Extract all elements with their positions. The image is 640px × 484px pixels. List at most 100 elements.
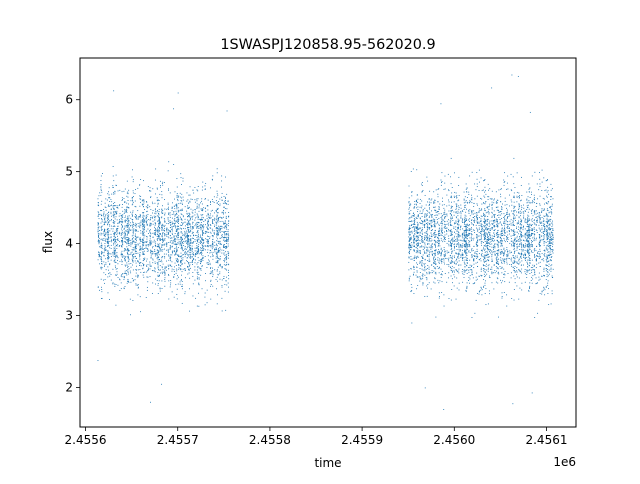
data-point (121, 200, 123, 201)
data-point (173, 235, 175, 237)
data-point (457, 257, 459, 259)
data-point (178, 215, 180, 217)
data-point (218, 219, 220, 221)
data-point (147, 264, 149, 266)
data-point (484, 230, 485, 232)
data-point (184, 291, 186, 293)
data-point (149, 231, 151, 233)
data-point (202, 239, 204, 241)
data-point (173, 242, 175, 244)
data-point (477, 256, 479, 258)
data-point (412, 214, 414, 216)
data-point (167, 233, 169, 235)
data-point (430, 245, 432, 247)
data-point (455, 263, 457, 265)
data-point (175, 243, 177, 245)
data-point (421, 182, 423, 183)
data-point (219, 237, 221, 239)
data-point (192, 272, 194, 273)
data-point (466, 245, 468, 246)
data-point (142, 238, 144, 240)
data-point (210, 246, 212, 248)
data-point (110, 248, 112, 249)
data-point (429, 212, 431, 214)
data-point (212, 209, 213, 211)
data-point (181, 237, 183, 239)
data-point (204, 304, 206, 306)
data-point (476, 236, 478, 238)
data-point (190, 217, 192, 219)
data-point (421, 223, 423, 225)
data-point (113, 220, 114, 221)
data-point (444, 273, 446, 274)
data-point (174, 217, 176, 219)
data-point (209, 215, 211, 217)
data-point (460, 255, 462, 257)
data-point (177, 207, 179, 209)
data-point (468, 225, 470, 227)
data-point (416, 270, 418, 272)
data-point (433, 225, 435, 227)
data-point (227, 245, 229, 247)
data-point (114, 211, 116, 213)
data-point (152, 203, 154, 205)
data-point (429, 203, 430, 205)
data-point (223, 249, 225, 251)
data-point (147, 219, 149, 220)
data-point (201, 219, 203, 221)
data-point (121, 237, 123, 238)
data-point (142, 220, 144, 222)
data-point (198, 282, 200, 284)
data-point (150, 266, 152, 267)
data-point (107, 216, 109, 218)
data-point (182, 257, 184, 259)
data-point (476, 278, 478, 280)
data-point (200, 260, 201, 262)
data-point (223, 223, 224, 225)
data-point (168, 274, 170, 275)
data-point (132, 234, 134, 236)
data-point (471, 210, 473, 212)
data-point (176, 205, 178, 207)
data-point (130, 224, 132, 226)
data-point (203, 226, 205, 228)
data-point (455, 221, 457, 223)
data-point (486, 219, 488, 221)
data-point (209, 236, 211, 238)
data-point (189, 249, 191, 251)
data-point (139, 253, 141, 255)
data-point (177, 211, 179, 213)
data-point (100, 228, 102, 230)
data-point (164, 214, 165, 216)
data-point (484, 271, 486, 273)
data-point (119, 260, 121, 262)
data-point (408, 238, 410, 240)
data-point (473, 230, 475, 231)
data-point (114, 253, 116, 255)
data-point (187, 227, 189, 229)
data-point (458, 250, 460, 252)
data-point (181, 248, 183, 250)
data-point (198, 222, 199, 224)
data-point (484, 232, 486, 234)
data-point (177, 268, 179, 270)
data-point (206, 232, 208, 233)
data-point (124, 215, 126, 217)
data-point (450, 262, 452, 264)
data-point (131, 176, 133, 178)
data-point (136, 258, 138, 259)
data-point (127, 239, 128, 241)
data-point (411, 258, 413, 260)
data-point (468, 230, 470, 231)
data-point (114, 205, 116, 206)
data-point (485, 260, 487, 262)
data-point (219, 203, 221, 205)
data-point (164, 199, 166, 201)
data-point (468, 224, 470, 226)
data-point (206, 262, 208, 264)
data-point (427, 233, 429, 235)
data-point (483, 261, 485, 263)
data-point (176, 193, 178, 194)
data-point (100, 184, 102, 186)
